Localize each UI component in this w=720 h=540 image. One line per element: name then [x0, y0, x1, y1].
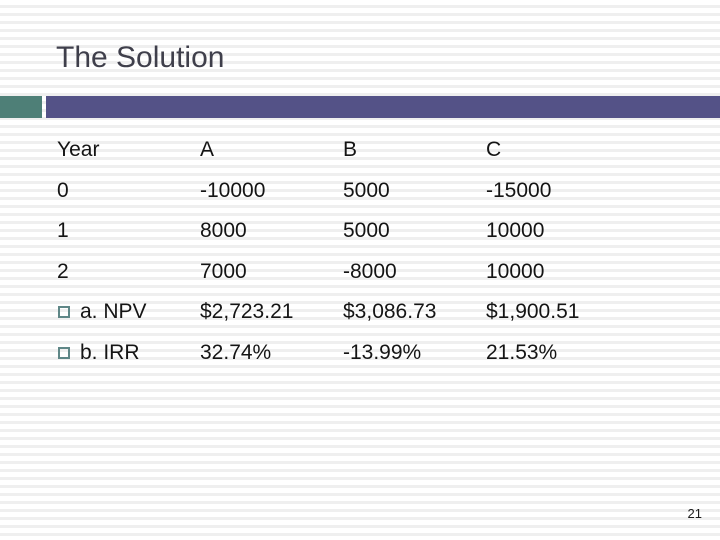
table-cell: 32.74%	[200, 340, 272, 364]
accent-bar-teal	[0, 96, 42, 118]
table-cell: -8000	[343, 259, 397, 283]
table-cell: -10000	[200, 178, 266, 202]
table-cell: -13.99%	[343, 340, 422, 364]
header-cell-c: C	[486, 138, 502, 162]
table-cell: b. IRR	[80, 340, 140, 364]
table-cell: $3,086.73	[343, 300, 437, 324]
page-number: 21	[687, 506, 702, 521]
table-row-label-irr: b. IRR	[57, 333, 200, 374]
cashflow-table: Year A B C 0 -10000 5000 -15000 1 8000 5…	[57, 130, 656, 373]
table-cell: 10000	[486, 259, 545, 283]
table-cell: $2,723.21	[200, 300, 294, 324]
table-cell: $1,900.51	[486, 300, 580, 324]
page-title: The Solution	[56, 41, 225, 74]
header-cell-a: A	[200, 138, 215, 162]
table-cell: a. NPV	[80, 300, 147, 324]
table-cell: 8000	[200, 219, 247, 243]
table-cell: 2	[57, 259, 69, 283]
table-cell: 5000	[343, 219, 390, 243]
header-cell-year: Year	[57, 138, 100, 162]
accent-bar-purple	[46, 96, 720, 118]
table-cell: 10000	[486, 219, 545, 243]
table-cell: 5000	[343, 178, 390, 202]
bullet-square-icon	[58, 306, 70, 319]
table-cell: 7000	[200, 259, 247, 283]
table-cell: 1	[57, 219, 69, 243]
header-cell-b: B	[343, 138, 358, 162]
table-row-label-npv: a. NPV	[57, 292, 200, 333]
table-cell: 0	[57, 178, 69, 202]
table-cell: -15000	[486, 178, 552, 202]
bullet-square-icon	[58, 346, 70, 359]
table-cell: 21.53%	[486, 340, 558, 364]
